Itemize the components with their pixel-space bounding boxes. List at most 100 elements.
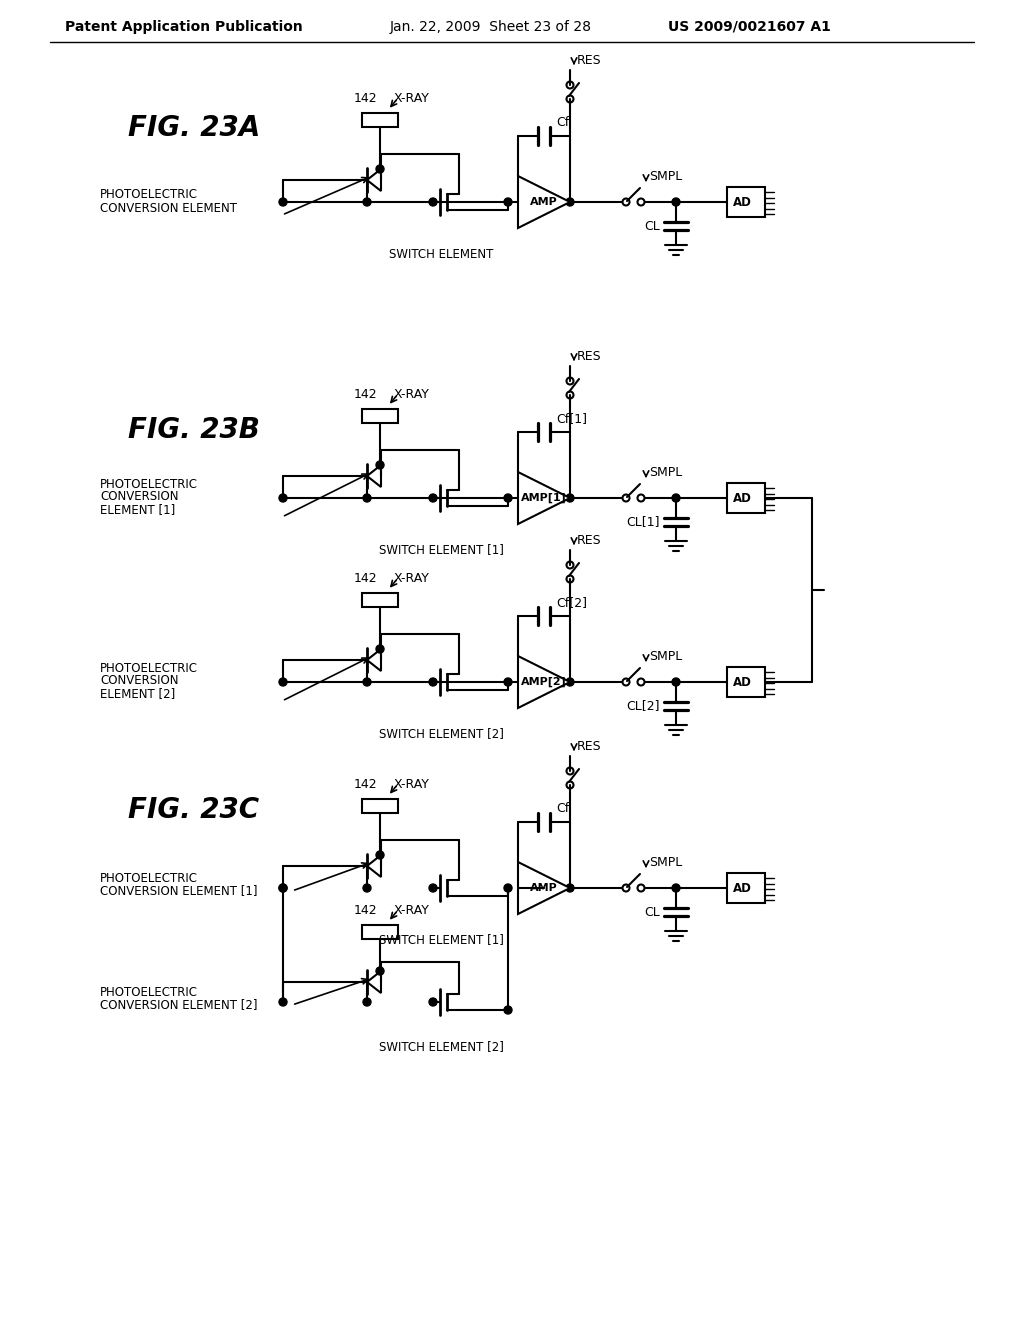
Text: AMP: AMP xyxy=(530,197,558,207)
Text: SMPL: SMPL xyxy=(649,855,682,869)
Text: Jan. 22, 2009  Sheet 23 of 28: Jan. 22, 2009 Sheet 23 of 28 xyxy=(390,20,592,34)
Bar xyxy=(727,187,765,216)
Text: PHOTOELECTRIC: PHOTOELECTRIC xyxy=(100,189,198,202)
Text: FIG. 23A: FIG. 23A xyxy=(128,114,260,143)
Polygon shape xyxy=(367,649,381,671)
Circle shape xyxy=(504,1006,512,1014)
Polygon shape xyxy=(518,473,570,524)
Text: CL: CL xyxy=(644,906,660,919)
Text: AD: AD xyxy=(732,882,752,895)
Text: Cf: Cf xyxy=(556,803,569,816)
Circle shape xyxy=(376,461,384,469)
Text: 142: 142 xyxy=(354,903,378,916)
Circle shape xyxy=(504,884,512,892)
Circle shape xyxy=(638,884,644,891)
Polygon shape xyxy=(367,972,381,993)
Text: SMPL: SMPL xyxy=(649,466,682,479)
Text: 142: 142 xyxy=(354,91,378,104)
Text: CONVERSION ELEMENT [1]: CONVERSION ELEMENT [1] xyxy=(100,884,257,898)
Circle shape xyxy=(672,884,680,892)
Circle shape xyxy=(566,82,573,88)
Text: AMP[1]: AMP[1] xyxy=(521,492,567,503)
Circle shape xyxy=(376,165,384,173)
Circle shape xyxy=(376,968,384,975)
Circle shape xyxy=(623,495,630,502)
Circle shape xyxy=(672,678,680,686)
Text: AD: AD xyxy=(732,195,752,209)
Text: 142: 142 xyxy=(354,572,378,585)
Text: CONVERSION ELEMENT: CONVERSION ELEMENT xyxy=(100,202,237,214)
Bar xyxy=(727,667,765,697)
Text: CL[1]: CL[1] xyxy=(627,516,660,528)
Text: AMP: AMP xyxy=(530,883,558,894)
Text: X-RAY: X-RAY xyxy=(394,388,430,400)
Polygon shape xyxy=(518,862,570,913)
Circle shape xyxy=(279,884,287,892)
Text: Cf[2]: Cf[2] xyxy=(556,597,587,610)
Text: SWITCH ELEMENT [2]: SWITCH ELEMENT [2] xyxy=(379,1040,504,1053)
Text: AD: AD xyxy=(732,676,752,689)
Text: SWITCH ELEMENT [1]: SWITCH ELEMENT [1] xyxy=(379,933,504,946)
Text: CONVERSION: CONVERSION xyxy=(100,491,178,503)
Polygon shape xyxy=(518,656,570,708)
Text: ELEMENT [2]: ELEMENT [2] xyxy=(100,688,175,701)
Circle shape xyxy=(279,998,287,1006)
Text: FIG. 23B: FIG. 23B xyxy=(128,416,260,444)
Text: SWITCH ELEMENT [2]: SWITCH ELEMENT [2] xyxy=(379,727,504,741)
Circle shape xyxy=(623,678,630,685)
Text: RES: RES xyxy=(577,54,602,66)
Circle shape xyxy=(279,678,287,686)
Bar xyxy=(362,409,398,422)
Circle shape xyxy=(566,561,573,569)
Polygon shape xyxy=(367,465,381,487)
Text: 142: 142 xyxy=(354,777,378,791)
Circle shape xyxy=(504,494,512,502)
Circle shape xyxy=(672,198,680,206)
Circle shape xyxy=(504,678,512,686)
Text: AMP[2]: AMP[2] xyxy=(521,677,567,688)
Text: US 2009/0021607 A1: US 2009/0021607 A1 xyxy=(668,20,830,34)
Bar xyxy=(362,925,398,939)
Text: AD: AD xyxy=(732,491,752,504)
Circle shape xyxy=(566,392,573,399)
Circle shape xyxy=(362,884,371,892)
Circle shape xyxy=(279,494,287,502)
Circle shape xyxy=(566,378,573,384)
Circle shape xyxy=(279,884,287,892)
Circle shape xyxy=(504,198,512,206)
Circle shape xyxy=(566,576,573,582)
Circle shape xyxy=(429,494,437,502)
Text: X-RAY: X-RAY xyxy=(394,572,430,585)
Circle shape xyxy=(279,198,287,206)
Text: SWITCH ELEMENT: SWITCH ELEMENT xyxy=(389,248,494,260)
Text: RES: RES xyxy=(577,350,602,363)
Text: FIG. 23C: FIG. 23C xyxy=(128,796,259,824)
Circle shape xyxy=(362,494,371,502)
Circle shape xyxy=(638,198,644,206)
Circle shape xyxy=(362,678,371,686)
Circle shape xyxy=(362,998,371,1006)
Circle shape xyxy=(623,884,630,891)
Polygon shape xyxy=(367,169,381,191)
Circle shape xyxy=(638,678,644,685)
Circle shape xyxy=(376,645,384,653)
Text: CL[2]: CL[2] xyxy=(627,700,660,713)
Bar xyxy=(362,114,398,127)
Circle shape xyxy=(623,198,630,206)
Bar xyxy=(362,799,398,813)
Text: PHOTOELECTRIC: PHOTOELECTRIC xyxy=(100,986,198,998)
Text: X-RAY: X-RAY xyxy=(394,777,430,791)
Text: X-RAY: X-RAY xyxy=(394,903,430,916)
Text: Patent Application Publication: Patent Application Publication xyxy=(65,20,303,34)
Circle shape xyxy=(362,198,371,206)
Text: RES: RES xyxy=(577,739,602,752)
Circle shape xyxy=(429,998,437,1006)
Text: RES: RES xyxy=(577,533,602,546)
Circle shape xyxy=(429,198,437,206)
Bar xyxy=(727,483,765,513)
Circle shape xyxy=(638,495,644,502)
Circle shape xyxy=(566,198,574,206)
Text: ELEMENT [1]: ELEMENT [1] xyxy=(100,503,175,516)
Text: 142: 142 xyxy=(354,388,378,400)
Bar xyxy=(727,873,765,903)
